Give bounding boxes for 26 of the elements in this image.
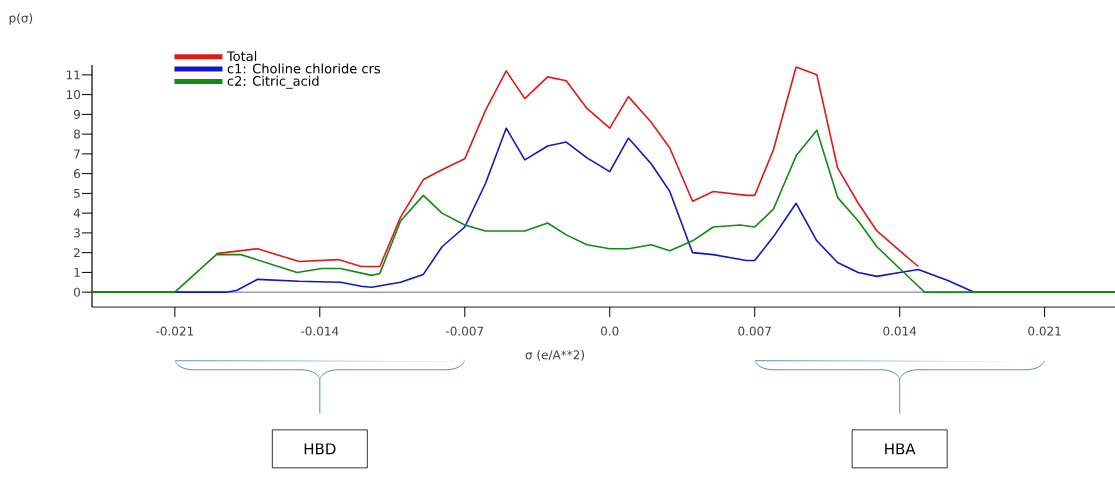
x-tick-label: 0.0 <box>600 326 619 336</box>
x-tick-label: 0.021 <box>1028 326 1061 336</box>
legend-label: Total <box>226 51 257 62</box>
y-tick-label: 10 <box>66 90 81 100</box>
y-tick-label: 2 <box>74 248 80 258</box>
y-tick-label: 7 <box>74 149 80 159</box>
x-tick-label: 0.014 <box>883 326 917 336</box>
y-tick-label: 9 <box>73 109 80 119</box>
x-tick-label: -0.007 <box>446 326 484 336</box>
text: HBA <box>885 443 916 455</box>
y-tick-label: 0 <box>73 287 81 297</box>
y-tick-label: 6 <box>74 169 81 179</box>
legend-label: c1: Choline chloride crs <box>227 63 381 74</box>
y-axis-title: p(σ) <box>9 13 33 25</box>
text: HBD <box>304 443 336 455</box>
y-tick-label: 1 <box>74 268 80 277</box>
y-tick-label: 11 <box>66 70 80 80</box>
x-tick-label: 0.007 <box>738 326 771 336</box>
y-tick-label: 4 <box>73 208 81 218</box>
y-tick-label: 3 <box>74 228 80 238</box>
x-tick-label: -0.021 <box>156 326 194 336</box>
y-tick-label: 8 <box>73 129 80 139</box>
y-tick-label: 5 <box>74 188 80 198</box>
x-tick-label: -0.014 <box>301 326 339 336</box>
x-axis-title: σ (e/A**2) <box>525 350 585 361</box>
legend-label: c2: Citric_acid <box>227 75 319 89</box>
